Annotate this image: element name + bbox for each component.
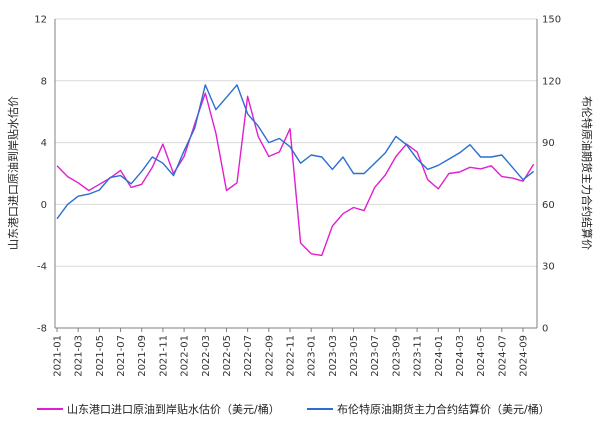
x-tick-label: 2023-09 [391, 335, 402, 377]
right-axis-title: 布伦特原油期货主力合约结算价 [580, 96, 594, 250]
x-tick-label: 2021-03 [74, 335, 85, 377]
x-tick-label: 2024-05 [476, 335, 487, 377]
series-layer [56, 84, 535, 257]
x-tick-label: 2024-03 [455, 335, 466, 377]
left-tick-label: 12 [34, 15, 47, 26]
x-tick-label: 2023-01 [307, 335, 318, 377]
right-tick-label: 30 [542, 262, 555, 273]
x-tick-label: 2021-01 [53, 335, 64, 377]
x-tick-label: 2024-09 [519, 335, 530, 377]
left-axis-ticks: -8 -4 0 4 8 12 [34, 15, 47, 335]
axes [54, 19, 538, 329]
x-tick-label: 2021-09 [137, 335, 148, 377]
legend-label-discount: 山东港口进口原油到岸贴水估价（美元/桶） [67, 402, 280, 416]
x-tick-label: 2024-07 [497, 335, 508, 377]
legend: 山东港口进口原油到岸贴水估价（美元/桶） 布伦特原油期货主力合约结算价（美元/桶… [37, 402, 550, 416]
x-axis-ticks: 2021-01 2021-03 2021-05 2021-07 2021-09 2021-… [53, 328, 530, 377]
x-tick-label: 2023-03 [328, 335, 339, 377]
left-tick-label: -8 [37, 324, 47, 335]
grid-lines [55, 18, 537, 329]
x-tick-label: 2022-07 [243, 335, 254, 377]
legend-label-brent: 布伦特原油期货主力合约结算价（美元/桶） [337, 402, 550, 416]
x-tick-label: 2021-07 [116, 335, 127, 377]
series-line-brent [56, 84, 535, 220]
right-tick-label: 0 [542, 324, 548, 335]
left-tick-label: 0 [41, 200, 47, 211]
x-tick-label: 2023-07 [370, 335, 381, 377]
right-tick-label: 150 [542, 15, 561, 26]
right-axis-ticks: 0 30 60 90 120 150 [542, 15, 561, 335]
right-tick-label: 90 [542, 138, 555, 149]
x-tick-label: 2022-03 [201, 335, 212, 377]
x-tick-label: 2022-01 [180, 335, 191, 377]
left-tick-label: 8 [41, 76, 47, 87]
x-tick-label: 2022-09 [264, 335, 275, 377]
left-axis-title: 山东港口进口原油到岸贴水估价 [6, 96, 20, 250]
right-tick-label: 60 [542, 200, 555, 211]
series-line-discount [56, 92, 535, 257]
left-tick-label: 4 [41, 138, 47, 149]
left-tick-label: -4 [37, 262, 47, 273]
right-tick-label: 120 [542, 76, 561, 87]
x-tick-label: 2024-01 [434, 335, 445, 377]
x-tick-label: 2022-05 [222, 335, 233, 377]
x-tick-label: 2023-05 [349, 335, 360, 377]
x-tick-label: 2021-05 [95, 335, 106, 377]
x-tick-label: 2022-11 [286, 335, 297, 377]
x-tick-label: 2021-11 [158, 335, 169, 377]
x-tick-label: 2023-11 [413, 335, 424, 377]
